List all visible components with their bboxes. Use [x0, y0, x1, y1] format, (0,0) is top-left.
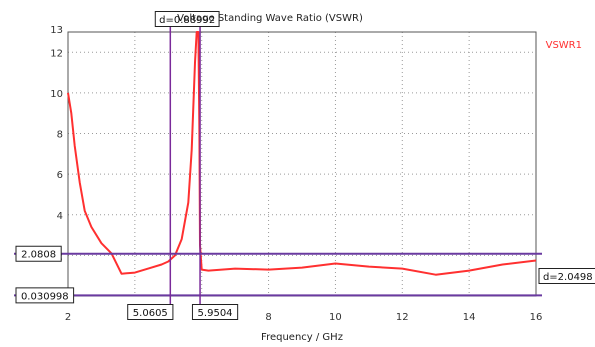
- x-tick-label: 10: [329, 312, 342, 323]
- marker-label-x2-box: [191, 304, 239, 320]
- marker-label-x1-box: [127, 304, 174, 320]
- marker-delta-y-label: d=2.0498: [538, 268, 595, 284]
- y-tick-label: 4: [57, 211, 63, 222]
- marker-label-y2: 0.030998: [15, 287, 75, 304]
- y-tick-label: 10: [50, 89, 63, 100]
- legend-series-vswr1: VSWR1: [546, 40, 582, 51]
- x-tick-label: 8: [265, 312, 271, 323]
- y-tick-label: 12: [50, 48, 63, 59]
- x-tick-label: 16: [530, 312, 543, 323]
- x-axis-label: Frequency / GHz: [261, 332, 343, 343]
- x-tick-label: 14: [463, 312, 476, 323]
- marker-label-x1: 5.0605: [127, 304, 174, 320]
- marker-layer: 2.0808 0.030998 5.0605 5.9504 d=0.88992 d=2.0…: [14, 11, 595, 320]
- marker-label-x1-text: 5.0605: [133, 308, 168, 319]
- marker-label-y1-text: 2.0808: [21, 250, 56, 261]
- marker-label-y2-text: 0.030998: [21, 291, 69, 302]
- x-tick-label: 2: [65, 312, 71, 323]
- x-tick-labels: 2 8 10 12 14 16: [65, 312, 543, 323]
- marker-label-x2-text: 5.9504: [198, 308, 233, 319]
- y-tick-label: 13: [50, 25, 63, 36]
- marker-delta-y-label-text: d=2.0498: [543, 272, 593, 283]
- x-tick-label: 12: [396, 312, 409, 323]
- marker-delta-x-label-text: d=0.88992: [159, 15, 215, 26]
- marker-delta-y-label-box: [538, 268, 595, 284]
- series-layer: [67, 31, 537, 276]
- marker-delta-x-label-box: [154, 11, 220, 27]
- marker-delta-x-label: d=0.88992: [154, 11, 220, 27]
- marker-label-y1-box: [15, 245, 62, 262]
- series-line-vswr1: [67, 31, 537, 276]
- y-tick-label: 8: [57, 130, 63, 141]
- marker-label-y1: 2.0808: [15, 245, 62, 262]
- y-tick-label: 6: [57, 170, 63, 181]
- chart-title: Voltage Standing Wave Ratio (VSWR): [177, 13, 363, 24]
- marker-label-x2: 5.9504: [191, 304, 239, 320]
- marker-label-y2-box: [15, 287, 75, 304]
